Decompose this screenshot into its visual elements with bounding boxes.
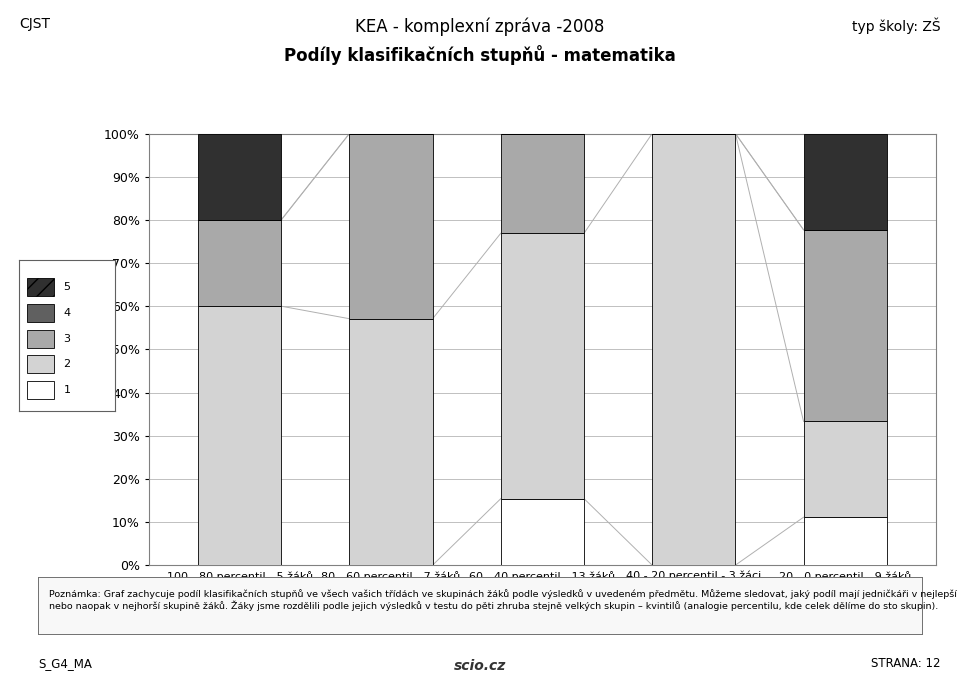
Bar [501,499,584,565]
Text: Podíly klasifikačních stupňů - matematika: Podíly klasifikačních stupňů - matematik… [284,45,676,64]
Bar [198,134,281,220]
Bar [501,134,584,234]
Text: 5: 5 [63,282,70,292]
Bar [349,134,433,319]
Bar [804,229,887,421]
Bar [349,319,433,565]
Text: KEA - komplexní zpráva -2008: KEA - komplexní zpráva -2008 [355,17,605,36]
FancyBboxPatch shape [27,356,54,373]
Text: 1: 1 [63,385,70,395]
Bar [804,517,887,565]
Bar [804,421,887,517]
Bar [501,234,584,499]
Text: scio.cz: scio.cz [454,659,506,673]
FancyBboxPatch shape [27,329,54,348]
Text: typ školy: ZŠ: typ školy: ZŠ [852,17,941,34]
FancyBboxPatch shape [27,304,54,322]
Bar [198,220,281,306]
Bar [652,134,735,565]
Text: 4: 4 [63,308,70,318]
Text: 2: 2 [63,360,70,369]
Text: 3: 3 [63,334,70,344]
Bar [198,306,281,565]
Text: CJST: CJST [19,17,50,31]
FancyBboxPatch shape [27,278,54,297]
Text: STRANA: 12: STRANA: 12 [872,657,941,670]
Text: Poznámka: Graf zachycuje podíl klasifikačních stupňů ve všech vašich třídách ve : Poznámka: Graf zachycuje podíl klasifika… [49,588,957,611]
Text: S_G4_MA: S_G4_MA [38,657,92,670]
Bar [804,134,887,229]
FancyBboxPatch shape [27,381,54,399]
